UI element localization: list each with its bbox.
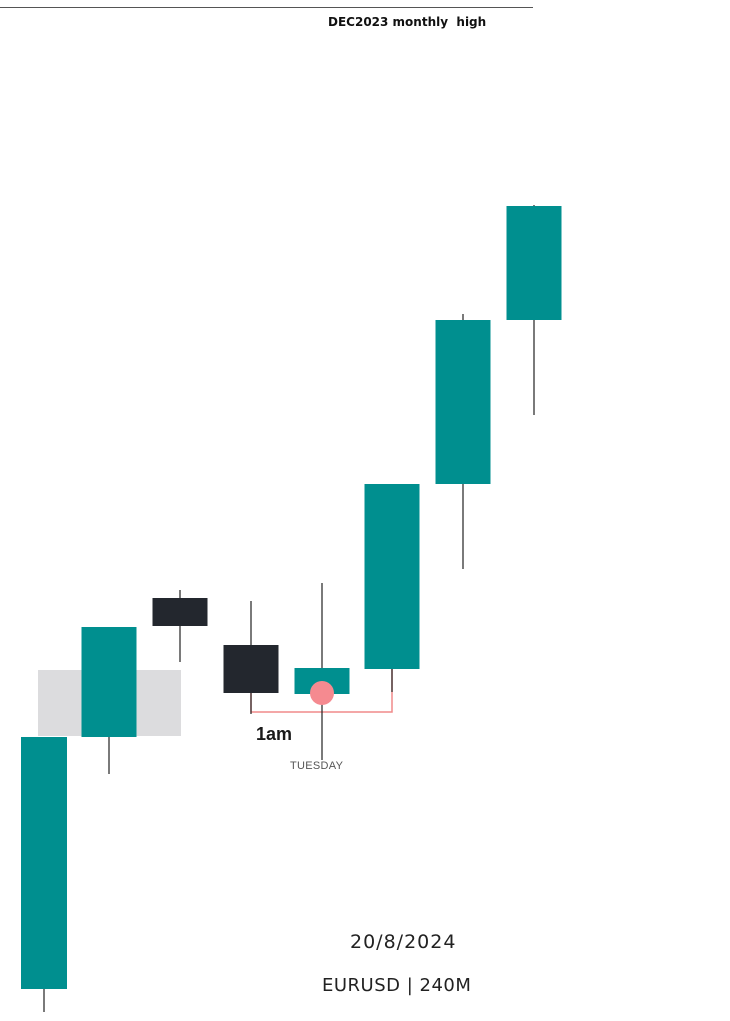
candle-body-6	[364, 484, 420, 669]
candle-body-3	[152, 598, 208, 626]
chart-date: 20/8/2024	[350, 931, 457, 953]
candle-body-7	[435, 320, 491, 484]
level-label: DEC2023 monthly high	[328, 15, 487, 29]
candle-body-2	[81, 627, 137, 737]
session-time-label: 1am	[256, 724, 293, 744]
session-marker-dot	[310, 681, 334, 705]
monthly-high-line	[0, 7, 533, 8]
symbol-timeframe: EURUSD | 240M	[322, 975, 472, 996]
candle-body-8	[506, 206, 562, 320]
candle-body-4	[223, 645, 279, 693]
candle-body-1	[21, 737, 67, 989]
session-day-label: TUESDAY	[290, 760, 344, 772]
